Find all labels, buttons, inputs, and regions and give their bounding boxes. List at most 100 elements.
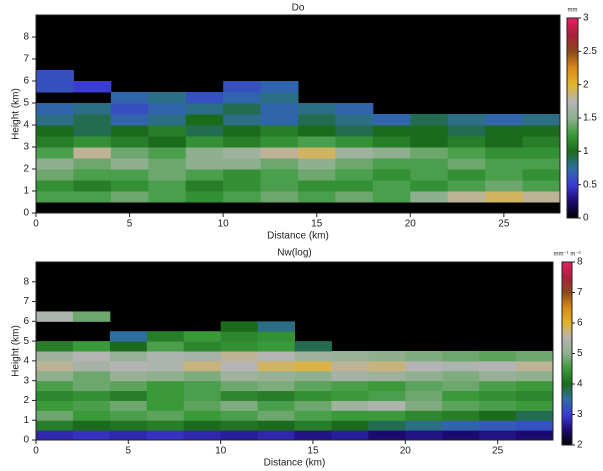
heatmap-cell bbox=[73, 136, 111, 148]
heatmap-cell bbox=[36, 371, 73, 381]
heatmap-cell bbox=[331, 391, 368, 401]
heatmap-cell bbox=[410, 180, 448, 192]
heatmap-cell bbox=[261, 114, 299, 126]
heatmap-cell bbox=[186, 125, 224, 137]
heatmap-cell bbox=[335, 114, 373, 126]
heatmap-cell bbox=[523, 136, 561, 148]
heatmap-cell bbox=[258, 351, 295, 361]
heatmap-cell bbox=[295, 371, 332, 381]
heatmap-cell bbox=[73, 341, 110, 351]
heatmap-cell bbox=[295, 420, 332, 430]
heatmap-cell bbox=[295, 351, 332, 361]
heatmap-cell bbox=[73, 114, 111, 126]
heatmap-cell bbox=[523, 180, 561, 192]
x-tick-label: 5 bbox=[127, 219, 133, 230]
heatmap-cell bbox=[111, 92, 149, 104]
heatmap-cell bbox=[523, 191, 561, 203]
heatmap-cell bbox=[111, 147, 149, 159]
heatmap-cell bbox=[368, 361, 405, 371]
y-tick-label: 4 bbox=[23, 356, 29, 367]
heatmap-cell bbox=[36, 381, 73, 391]
heatmap-cell bbox=[331, 351, 368, 361]
heatmap-cell bbox=[405, 420, 442, 430]
heatmap-cell bbox=[295, 400, 332, 410]
heatmap-cell bbox=[184, 400, 221, 410]
y-tick-label: 4 bbox=[23, 120, 29, 131]
heatmap-cell bbox=[73, 125, 111, 137]
heatmap-cell bbox=[186, 103, 224, 115]
colorbar-label: mm bbox=[568, 8, 578, 14]
heatmap-cell bbox=[221, 351, 258, 361]
y-tick-label: 5 bbox=[23, 98, 29, 109]
heatmap-cell bbox=[295, 430, 332, 440]
heatmap-cell bbox=[184, 420, 221, 430]
heatmap-cell bbox=[184, 430, 221, 440]
heatmap-cell bbox=[410, 147, 448, 159]
heatmap-cell bbox=[111, 158, 149, 170]
colorbar-tick-label: 2 bbox=[583, 79, 589, 90]
heatmap-cell bbox=[110, 391, 147, 401]
heatmap-cell bbox=[335, 103, 373, 115]
heatmap-cell bbox=[261, 92, 299, 104]
heatmap-cell bbox=[368, 410, 405, 420]
heatmap-cell bbox=[36, 169, 74, 181]
y-tick-label: 0 bbox=[23, 208, 29, 219]
heatmap-cell bbox=[298, 136, 336, 148]
heatmap-cell bbox=[335, 191, 373, 203]
heatmap-cell bbox=[331, 430, 368, 440]
heatmap-cell bbox=[405, 361, 442, 371]
heatmap-cell bbox=[73, 381, 110, 391]
heatmap-cell bbox=[335, 125, 373, 137]
heatmap-cell bbox=[148, 180, 186, 192]
heatmap-cell bbox=[221, 391, 258, 401]
heatmap-cell bbox=[516, 400, 553, 410]
heatmap-cell bbox=[184, 361, 221, 371]
heatmap-cell bbox=[442, 361, 479, 371]
heatmap-cell bbox=[485, 125, 523, 137]
heatmap-cell bbox=[295, 361, 332, 371]
heatmap-cell bbox=[298, 147, 336, 159]
heatmap-cell bbox=[110, 400, 147, 410]
heatmap-cell bbox=[261, 103, 299, 115]
heatmap-cell bbox=[368, 381, 405, 391]
heatmap-cell bbox=[331, 381, 368, 391]
heatmap-cell bbox=[36, 191, 74, 203]
heatmap-cell bbox=[405, 381, 442, 391]
heatmap-cell bbox=[184, 331, 221, 341]
figure: Do0510152025Distance (km)012345678Height… bbox=[0, 0, 603, 471]
heatmap-cell bbox=[368, 371, 405, 381]
colorbar-tick-label: 2 bbox=[577, 440, 583, 451]
colorbar-tick-label: 7 bbox=[577, 287, 583, 298]
heatmap-cell bbox=[148, 125, 186, 137]
heatmap-cell bbox=[479, 400, 516, 410]
heatmap-cell bbox=[36, 103, 74, 115]
heatmap-cell bbox=[147, 430, 184, 440]
heatmap-cell bbox=[335, 158, 373, 170]
heatmap-cell bbox=[410, 125, 448, 137]
heatmap-cell bbox=[368, 351, 405, 361]
heatmap-cell bbox=[295, 341, 332, 351]
heatmap-cell bbox=[221, 410, 258, 420]
heatmap-cell bbox=[479, 391, 516, 401]
heatmap-cell bbox=[36, 410, 73, 420]
heatmap-cell bbox=[73, 391, 110, 401]
colorbar bbox=[562, 262, 572, 445]
heatmap-cell bbox=[479, 420, 516, 430]
heatmap-cell bbox=[479, 351, 516, 361]
heatmap-cell bbox=[221, 361, 258, 371]
heatmap-cell bbox=[36, 158, 74, 170]
heatmap-cell bbox=[73, 147, 111, 159]
x-tick-label: 5 bbox=[126, 446, 132, 457]
colorbar bbox=[567, 18, 578, 218]
heatmap-cell bbox=[147, 391, 184, 401]
heatmap-cell bbox=[148, 136, 186, 148]
y-tick-label: 1 bbox=[23, 186, 29, 197]
heatmap-cell bbox=[479, 361, 516, 371]
y-tick-label: 3 bbox=[23, 375, 29, 386]
heatmap-cell bbox=[223, 169, 261, 181]
heatmap-cell bbox=[261, 147, 299, 159]
heatmap-cell bbox=[223, 81, 261, 93]
heatmap-cell bbox=[516, 371, 553, 381]
heatmap-cell bbox=[186, 147, 224, 159]
heatmap-cell bbox=[373, 180, 411, 192]
